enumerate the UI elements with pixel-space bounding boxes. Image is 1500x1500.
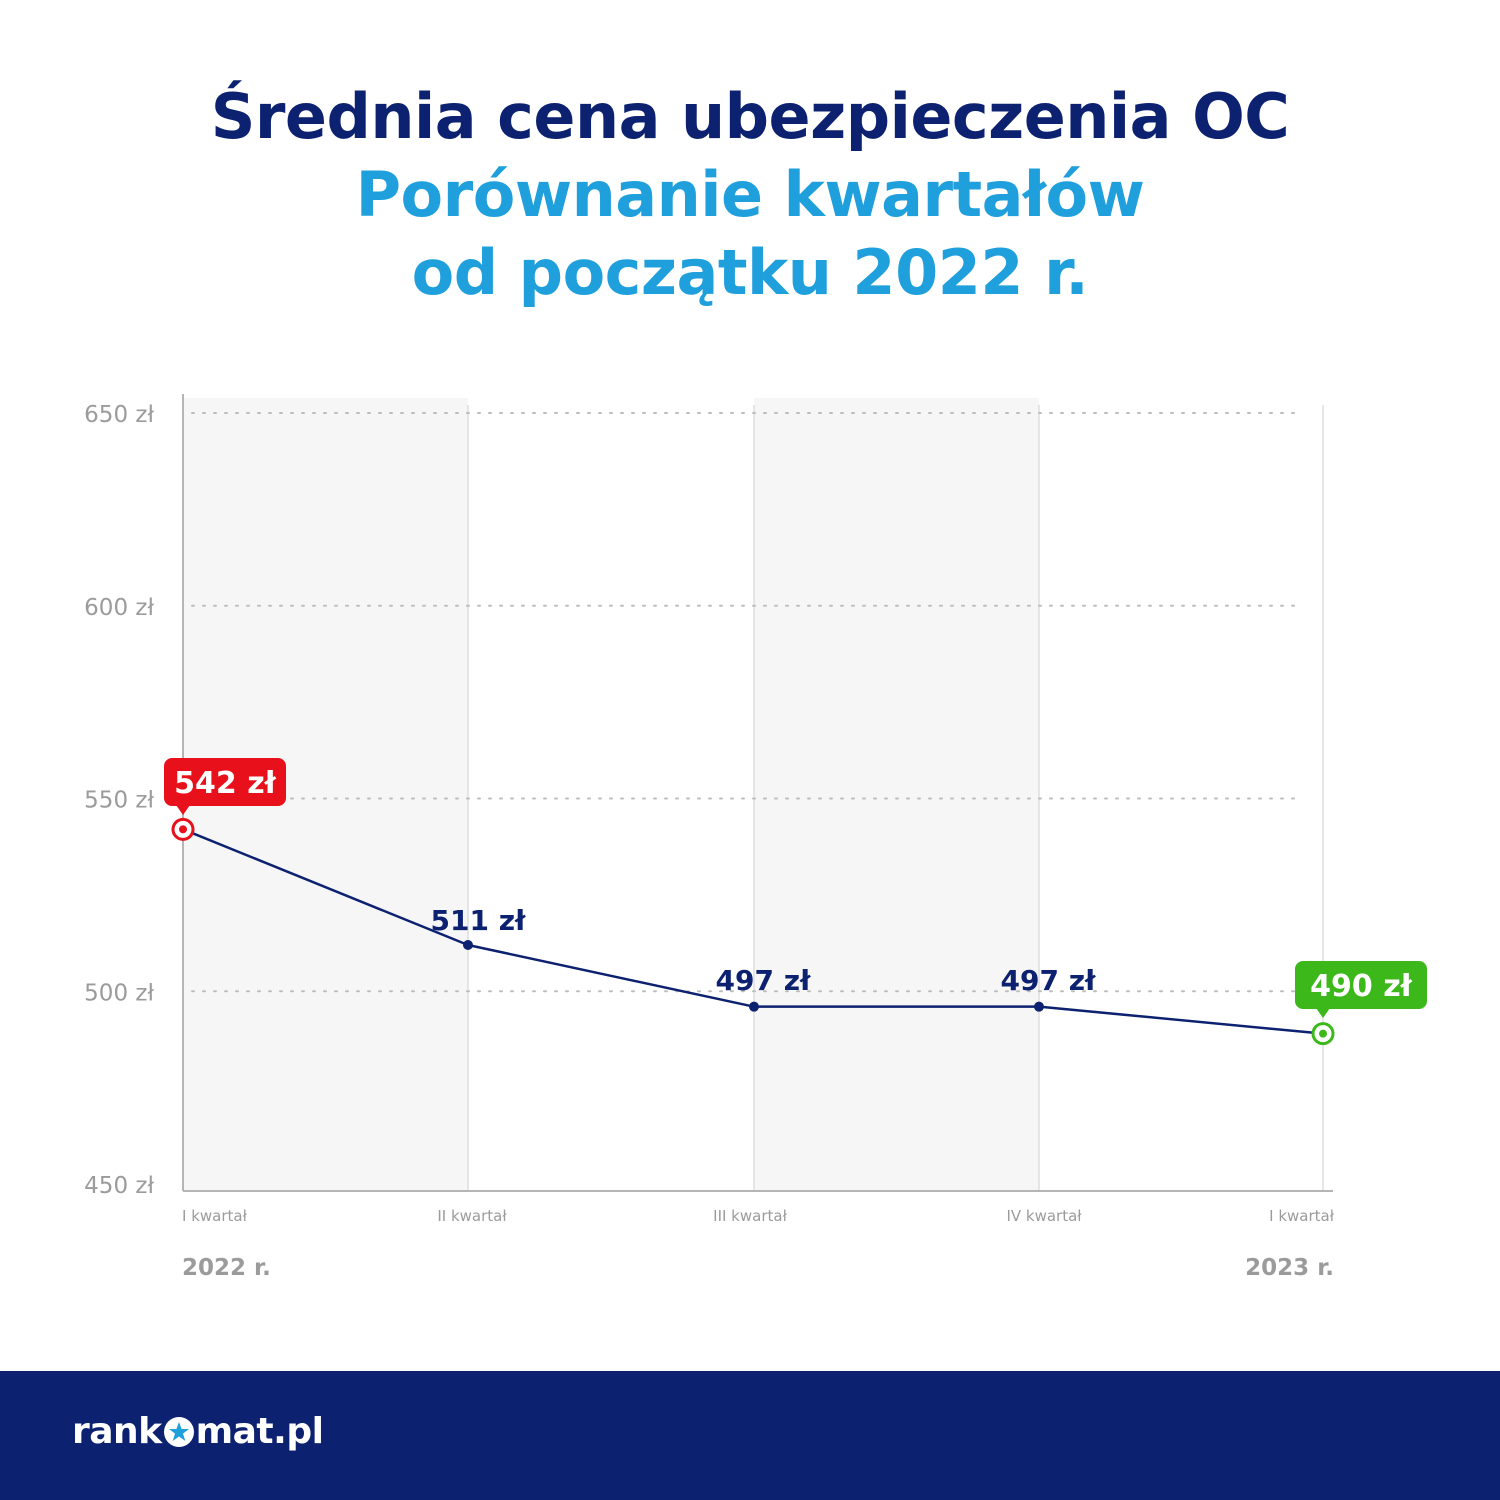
y-tick-label: 450 zł xyxy=(84,1173,154,1199)
data-label: 511 zł xyxy=(431,904,526,937)
y-tick-label: 650 zł xyxy=(84,402,154,428)
min-value-callout-box xyxy=(1295,961,1427,1009)
x-tick-label: III kwartał xyxy=(713,1207,787,1225)
logo-text-part1: rank xyxy=(72,1411,162,1452)
data-point xyxy=(749,1001,759,1012)
chart-subtitle-line-2: od początku 2022 r. xyxy=(411,236,1089,309)
min-value-callout-text: 490 zł xyxy=(1310,969,1413,1004)
min-value-callout-pointer xyxy=(1316,1008,1330,1018)
data-point xyxy=(463,939,473,950)
highlight-point-inner xyxy=(179,825,187,834)
data-label: 497 zł xyxy=(716,964,811,997)
rankomat-logo: rank mat.pl xyxy=(72,1411,324,1452)
year-label-start: 2022 r. xyxy=(182,1255,271,1281)
x-tick-label: IV kwartał xyxy=(1006,1207,1082,1225)
min-value-callout: 490 zł xyxy=(1295,961,1427,1018)
x-tick-label: II kwartał xyxy=(437,1207,507,1225)
chart-subtitle-line-1: Porównanie kwartałów xyxy=(355,158,1145,231)
data-point xyxy=(1034,1001,1044,1012)
chart-title: Średnia cena ubezpieczenia OC xyxy=(210,80,1290,153)
line-chart: 650 zł 600 zł 550 zł 500 zł 450 zł I kwartał I… xyxy=(84,394,1427,1281)
data-label: 497 zł xyxy=(1001,964,1096,997)
x-tick-label: I kwartał xyxy=(1269,1207,1335,1225)
star-circle-icon xyxy=(163,1416,194,1447)
chart-title-block: Średnia cena ubezpieczenia OC Porównanie… xyxy=(0,78,1500,312)
logo-text-part2: mat.pl xyxy=(195,1411,324,1452)
footer-bar: rank mat.pl xyxy=(0,1371,1500,1500)
y-tick-label: 600 zł xyxy=(84,595,154,621)
highlight-point-inner xyxy=(1319,1029,1327,1038)
plot-band-3 xyxy=(754,398,1039,1190)
max-value-callout: 542 zł xyxy=(164,758,286,815)
max-value-callout-text: 542 zł xyxy=(174,766,277,801)
y-tick-label: 550 zł xyxy=(84,788,154,814)
year-label-end: 2023 r. xyxy=(1245,1255,1334,1281)
y-tick-label: 500 zł xyxy=(84,980,154,1006)
max-value-callout-pointer xyxy=(176,805,190,815)
max-value-callout-box xyxy=(164,758,286,806)
x-tick-label: I kwartał xyxy=(182,1207,248,1225)
